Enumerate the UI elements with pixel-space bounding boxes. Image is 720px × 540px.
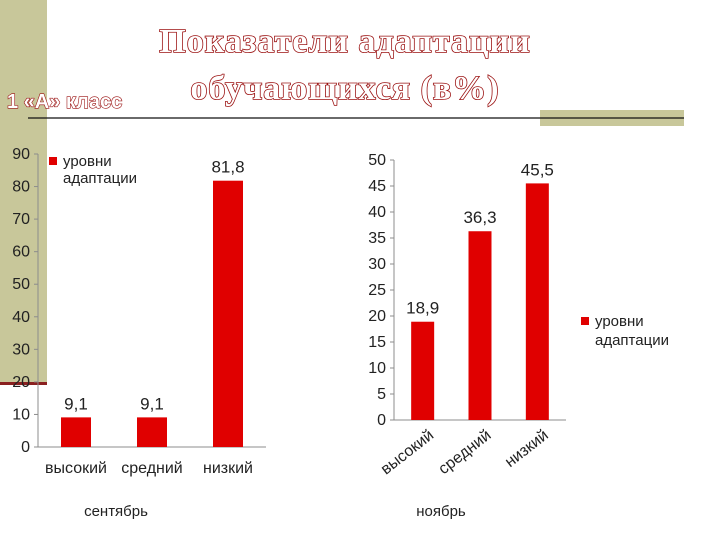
category-label: низкий bbox=[203, 460, 253, 477]
bar bbox=[213, 180, 243, 447]
y-tick-label: 20 bbox=[12, 374, 30, 391]
slide-title-line1: Показатели адаптации bbox=[159, 23, 531, 60]
legend-label: уровни bbox=[595, 313, 644, 330]
y-tick-label: 20 bbox=[368, 308, 386, 325]
y-tick-label: 10 bbox=[12, 406, 30, 423]
legend-label: адаптации bbox=[595, 332, 669, 349]
legend-label: уровни bbox=[63, 153, 112, 170]
sidebar-band bbox=[0, 0, 47, 385]
y-tick-label: 30 bbox=[12, 341, 30, 358]
chart-november: 0 5 10 15 20 25 30 35 40 45 50 18,9 высокий 36,3 средн… bbox=[368, 152, 669, 520]
y-tick-label: 60 bbox=[12, 244, 30, 261]
category-label: низкий bbox=[502, 427, 552, 471]
y-tick-label: 80 bbox=[12, 179, 30, 196]
data-label: 81,8 bbox=[211, 158, 244, 177]
category-label: высокий bbox=[45, 460, 107, 477]
bar bbox=[137, 417, 167, 447]
y-tick-label: 35 bbox=[368, 230, 386, 247]
y-tick-label: 0 bbox=[377, 412, 386, 429]
category-label: средний bbox=[436, 427, 495, 478]
sidebar-accent bbox=[0, 382, 47, 385]
y-tick-label: 10 bbox=[368, 360, 386, 377]
y-tick-label: 5 bbox=[377, 386, 386, 403]
category-label: высокий bbox=[378, 427, 437, 479]
y-tick-label: 25 bbox=[368, 282, 386, 299]
y-tick-label: 50 bbox=[12, 276, 30, 293]
y-tick-label: 15 bbox=[368, 334, 386, 351]
legend-swatch bbox=[49, 157, 57, 165]
category-label: средний bbox=[121, 460, 183, 477]
y-tick-label: 0 bbox=[21, 439, 30, 456]
data-label: 45,5 bbox=[521, 160, 554, 179]
data-label: 18,9 bbox=[406, 299, 439, 318]
y-tick-label: 70 bbox=[12, 211, 30, 228]
chart-caption: сентябрь bbox=[84, 503, 148, 520]
slide-title-line2: обучающихся (в%) bbox=[190, 70, 499, 107]
legend-swatch bbox=[581, 317, 589, 325]
y-tick-label: 40 bbox=[368, 204, 386, 221]
data-label: 36,3 bbox=[463, 208, 496, 227]
y-tick-label: 90 bbox=[12, 146, 30, 163]
y-tick-label: 50 bbox=[368, 152, 386, 169]
chart-september: 0 10 20 30 40 50 60 70 80 90 9,1 высокий 9,1 средний 8… bbox=[12, 146, 266, 520]
class-label: 1 «А» класс bbox=[7, 91, 122, 113]
y-tick-label: 45 bbox=[368, 178, 386, 195]
bar bbox=[468, 231, 492, 420]
bar bbox=[411, 321, 435, 420]
bar bbox=[61, 417, 91, 447]
y-tick-label: 40 bbox=[12, 309, 30, 326]
bar bbox=[525, 183, 549, 420]
chart-caption: ноябрь bbox=[416, 503, 466, 520]
legend-label: адаптации bbox=[63, 170, 137, 187]
data-label: 9,1 bbox=[140, 394, 164, 413]
data-label: 9,1 bbox=[64, 394, 88, 413]
y-tick-label: 30 bbox=[368, 256, 386, 273]
